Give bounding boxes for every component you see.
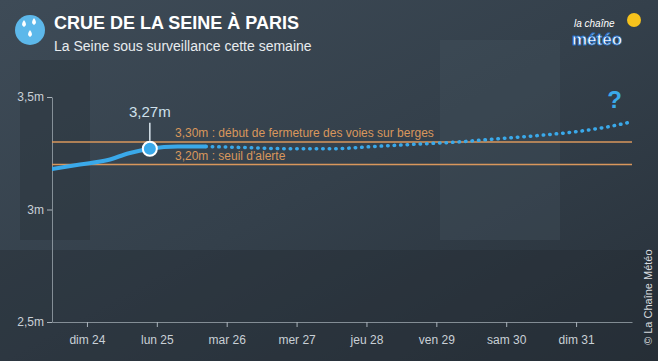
y-tick-mark [47, 97, 52, 98]
annotations: 3,30m : début de fermeture des voies sur… [129, 86, 622, 162]
y-tick-label: 3m [27, 203, 44, 217]
y-axis-line [52, 98, 53, 323]
x-tick-label: dim 24 [69, 333, 105, 347]
x-axis-line [53, 322, 633, 323]
x-tick: dim 24 [69, 322, 105, 347]
threshold-line [52, 164, 632, 166]
x-tick: mar 26 [209, 322, 247, 347]
x-tick-label: ven 29 [419, 333, 455, 347]
y-tick-mark [47, 210, 52, 211]
x-tick-mark [87, 322, 88, 327]
logo-text: la chaîne [574, 18, 615, 29]
background-shape [20, 60, 90, 240]
x-tick: lun 25 [141, 322, 174, 347]
icon-circle [15, 15, 45, 45]
x-tick-mark [157, 322, 158, 327]
x-tick-mark [297, 322, 298, 327]
annotation-leader [149, 123, 151, 141]
logo-sun [627, 13, 641, 27]
threshold-line [52, 141, 632, 143]
x-tick-mark [436, 322, 437, 327]
y-tick-label: 2,5m [17, 315, 44, 329]
y-tick: 3,5m [17, 90, 52, 104]
background-shape [440, 40, 560, 240]
annotation-point [143, 142, 157, 156]
x-tick: sam 30 [487, 322, 527, 347]
x-tick-mark [366, 322, 367, 327]
forecast-question: ? [607, 86, 622, 113]
logo: la chaînemétéo [572, 13, 641, 49]
x-tick: dim 31 [559, 322, 595, 347]
x-tick: ven 29 [419, 322, 455, 347]
chart: CRUE DE LA SEINE À PARIS La Seine sous su… [0, 0, 658, 361]
background [0, 0, 658, 361]
x-tick-mark [506, 322, 507, 327]
x-tick-mark [227, 322, 228, 327]
x-tick: mer 27 [278, 322, 316, 347]
y-axis: 2,5m 3m 3,5m [17, 90, 52, 329]
y-tick: 3m [27, 203, 52, 217]
rain-icon [15, 15, 45, 45]
x-tick-label: sam 30 [487, 333, 527, 347]
x-tick-mark [576, 322, 577, 327]
subtitle: La Seine sous surveillance cette semaine [54, 38, 312, 54]
annotation-label: 3,27m [129, 103, 171, 120]
x-tick-label: dim 31 [559, 333, 595, 347]
x-tick-label: lun 25 [141, 333, 174, 347]
icon-drop [22, 20, 26, 27]
icon-drop [32, 18, 36, 25]
credit: © La Chaîne Météo [642, 249, 654, 345]
plot-area [52, 122, 632, 169]
x-tick-label: mar 26 [209, 333, 247, 347]
y-tick-mark [47, 322, 52, 323]
y-tick: 2,5m [17, 315, 52, 329]
y-tick-label: 3,5m [17, 90, 44, 104]
x-tick-label: jeu 28 [350, 333, 384, 347]
x-tick-label: mer 27 [278, 333, 316, 347]
background-shape [0, 250, 658, 361]
threshold-label: 3,30m : début de fermeture des voies sur… [175, 126, 434, 140]
icon-drop [28, 30, 32, 37]
x-axis: dim 24 lun 25 mar 26 mer 27 jeu 28 ven 29 sam … [53, 322, 633, 347]
x-tick: jeu 28 [350, 322, 384, 347]
logo-text: météo [572, 30, 622, 49]
title: CRUE DE LA SEINE À PARIS [54, 12, 299, 33]
threshold-label: 3,20m : seuil d'alerte [175, 149, 286, 163]
